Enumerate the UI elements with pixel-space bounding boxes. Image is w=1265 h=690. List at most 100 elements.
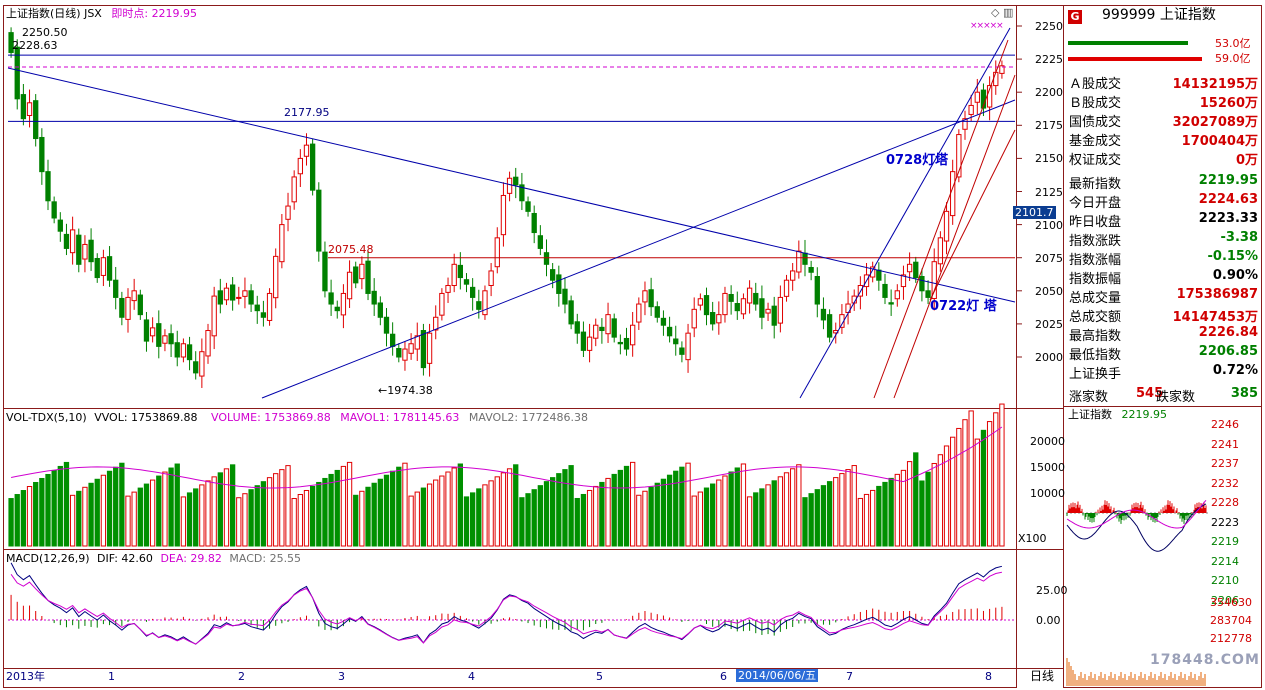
info-key: 基金成交 [1069, 134, 1122, 149]
buy-amount: 53.0亿 [1215, 37, 1251, 50]
instant-label: 即时点: [111, 7, 149, 20]
intraday-panel[interactable] [1063, 406, 1262, 688]
volume-title: VOL-TDX(5,10) [6, 411, 87, 424]
annot-low-1974: ←1974.38 [378, 384, 433, 397]
intraday-price-tick: 2206 [1211, 593, 1239, 607]
volume-tick: 10000 [1030, 487, 1065, 501]
vol-axis-panel [1016, 408, 1064, 550]
sell-amount: 59.0亿 [1215, 52, 1251, 65]
breadth-row: 涨家数 545 跌家数 385 [1068, 386, 1258, 405]
x-axis-label: 7 [846, 670, 853, 683]
info-key: 今日开盘 [1069, 196, 1122, 211]
price-tick: 2075 [1035, 251, 1063, 265]
info-row: 最低指数 2206.85 [1068, 344, 1258, 363]
info-value: 2224.63 [1198, 192, 1258, 207]
info-value: 15260万 [1199, 96, 1258, 111]
annot-mid-2075: 2075.48 [328, 243, 374, 256]
intraday-volume-tick: 212778 [1210, 632, 1252, 645]
info-row: 基金成交 1700404万 [1068, 130, 1258, 149]
macd-tick: 0.00 [1036, 614, 1061, 627]
annot-high-2250: 2250.50 [22, 26, 68, 39]
security-code: 999999 [1102, 7, 1156, 23]
window-toggle-icon[interactable]: ▥ [1003, 6, 1014, 19]
date-axis [3, 668, 1017, 688]
info-row: 指数涨跌 -3.38 [1068, 230, 1258, 249]
info-key: 指数涨幅 [1069, 253, 1122, 268]
x-axis-label: 1 [108, 670, 115, 683]
volume-unit: X100 [1018, 532, 1047, 545]
x-axis-label: 4 [468, 670, 475, 683]
watermark: 178448.COM [1150, 652, 1260, 668]
info-value: 0.90% [1212, 268, 1258, 283]
info-row: 总成交额 14147453万 [1068, 306, 1258, 325]
intraday-title: 上证指数 [1068, 408, 1112, 421]
mavol1-value: MAVOL1: 1781145.63 [340, 411, 460, 424]
vvol-value: VVOL: 1753869.88 [94, 411, 198, 424]
dif-value: DIF: 42.60 [97, 552, 153, 565]
info-key: 国债成交 [1069, 115, 1122, 130]
down-count: 385 [1230, 386, 1258, 401]
buy-bar [1068, 41, 1188, 45]
annot-high-2228: 2228.63 [12, 39, 58, 52]
annot-lighthouse-0722: 0722灯 塔 [930, 299, 997, 314]
info-value: -3.38 [1220, 230, 1258, 245]
chart-title-row: 上证指数(日线) JSX 即时点: 2219.95 [6, 7, 197, 20]
period-label[interactable]: 日线 [1030, 669, 1055, 683]
cursor-price-box: 2101.7 [1013, 206, 1056, 219]
price-tick: 2225 [1035, 53, 1063, 67]
kline-panel[interactable] [3, 5, 1017, 409]
info-key: 最新指数 [1069, 177, 1122, 192]
dea-value: DEA: 29.82 [160, 552, 222, 565]
info-row: 指数涨幅 -0.15% [1068, 249, 1259, 268]
intraday-price-tick: 2246 [1211, 418, 1239, 431]
macd-value: MACD: 25.55 [229, 552, 302, 565]
price-tick: 2150 [1035, 152, 1063, 166]
info-key: Ｂ股成交 [1069, 96, 1122, 111]
price-tick: 2050 [1035, 284, 1063, 298]
intraday-price-tick: 2228 [1211, 496, 1239, 509]
diamond-icon[interactable]: ◇ [991, 6, 1000, 19]
info-value: -0.15% [1207, 249, 1259, 264]
info-value: 2219.95 [1198, 173, 1258, 188]
volume-panel[interactable] [3, 408, 1017, 550]
down-label: 跌家数 [1156, 390, 1196, 405]
intraday-volume-tick: 283704 [1210, 614, 1252, 627]
info-value: 0万 [1235, 153, 1258, 168]
info-value: 2226.84 [1198, 325, 1258, 340]
info-value: 0.72% [1212, 363, 1258, 378]
info-row: 权证成交 0万 [1068, 149, 1258, 168]
mavol2-value: MAVOL2: 1772486.38 [468, 411, 589, 424]
info-row: 上证换手 0.72% [1068, 363, 1258, 382]
info-value: 175386987 [1176, 287, 1258, 302]
price-tick: 2200 [1035, 86, 1063, 100]
intraday-price-tick: 2237 [1211, 457, 1239, 470]
info-row: 总成交量 175386987 [1068, 287, 1258, 306]
annot-lighthouse-0728: 0728灯塔 [886, 153, 949, 168]
up-count: 545 [1136, 386, 1164, 401]
volume-value: VOLUME: 1753869.88 [211, 411, 331, 424]
info-key: 权证成交 [1069, 153, 1122, 168]
x-axis-label: 2 [238, 670, 245, 683]
info-value: 14132195万 [1172, 77, 1258, 92]
up-label: 涨家数 [1069, 390, 1109, 405]
intraday-price-tick: 2232 [1211, 476, 1239, 490]
info-key: 指数涨跌 [1069, 234, 1122, 249]
intraday-price-tick: 2223 [1211, 515, 1239, 529]
macd-tick: 25.00 [1036, 584, 1068, 597]
info-value: 2206.85 [1198, 344, 1258, 359]
x-axis-label: 8 [985, 670, 992, 683]
info-key: 最低指数 [1069, 348, 1122, 363]
price-tick: 2175 [1035, 119, 1063, 133]
info-value: 14147453万 [1172, 310, 1258, 325]
sell-bar [1068, 57, 1202, 61]
info-row: 昨日收盘 2223.33 [1068, 211, 1258, 230]
volume-header: VOL-TDX(5,10) VVOL: 1753869.88 VOLUME: 1… [6, 411, 588, 424]
macd-title: MACD(12,26,9) [6, 552, 90, 565]
macd-panel[interactable] [3, 549, 1017, 669]
security-title: 999999 上证指数 [1102, 7, 1216, 23]
intraday-volume-tick: 354630 [1210, 596, 1252, 609]
price-tick: 2025 [1035, 317, 1063, 331]
volume-tick: 15000 [1030, 460, 1065, 474]
volume-tick: 20000 [1030, 434, 1065, 448]
info-key: 总成交量 [1069, 291, 1122, 306]
